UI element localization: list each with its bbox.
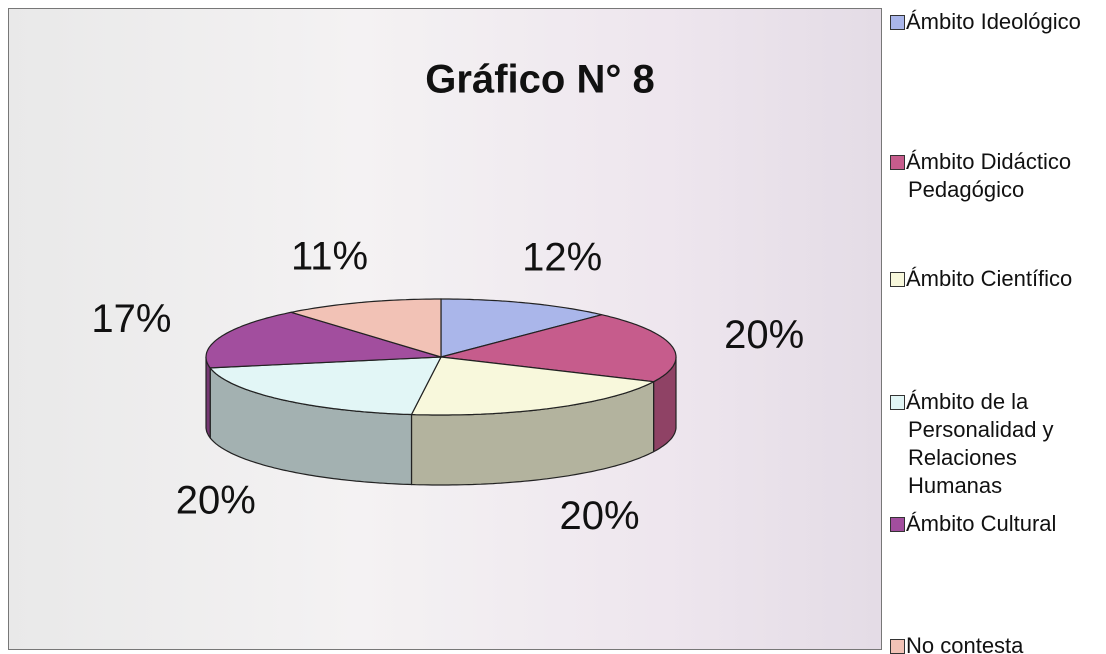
legend-item: No contesta — [888, 632, 1104, 654]
slice — [205, 311, 442, 369]
slice — [440, 298, 603, 358]
slice — [410, 356, 656, 416]
data-label: 20% — [176, 479, 256, 523]
data-label: 20% — [559, 494, 639, 538]
legend-swatch — [890, 639, 905, 654]
data-label: 11% — [291, 234, 368, 278]
legend-swatch — [890, 272, 905, 287]
legend-label: Ámbito Didáctico Pedagógico — [906, 149, 1072, 202]
legend-item: Ámbito Ideológico — [888, 8, 1104, 36]
data-label: 17% — [91, 297, 171, 341]
slice — [440, 314, 677, 383]
data-label: 20% — [724, 313, 804, 357]
chart-title: Gráfico N° 8 — [425, 58, 654, 102]
legend-swatch — [890, 395, 905, 410]
data-label: 12% — [522, 235, 602, 279]
legend-label: Ámbito Ideológico — [906, 9, 1081, 34]
legend-label: Ámbito de la Personalidad y Relaciones H… — [906, 389, 1054, 498]
slice-side — [205, 357, 211, 440]
legend-item: Ámbito de la Personalidad y Relaciones H… — [888, 388, 1104, 500]
legend-swatch — [890, 517, 905, 532]
legend-item: Ámbito Didáctico Pedagógico — [888, 148, 1104, 204]
legend-item: Ámbito Científico — [888, 265, 1104, 293]
legend-item: Ámbito Cultural — [888, 510, 1104, 538]
legend-swatch — [890, 155, 905, 170]
legend-label: Ámbito Científico — [906, 266, 1073, 291]
slice — [291, 298, 442, 358]
legend-label: No contesta — [906, 633, 1024, 654]
legend-label: Ámbito Cultural — [906, 511, 1057, 536]
slice — [208, 356, 443, 416]
legend-swatch — [890, 15, 905, 30]
